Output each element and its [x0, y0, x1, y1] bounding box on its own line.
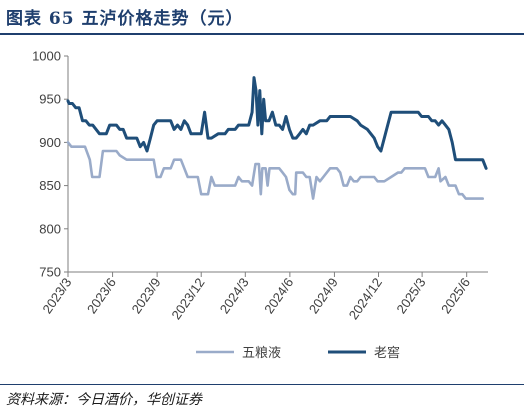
x-tick-label: 2024/12: [346, 275, 385, 322]
legend-label-1: 五粮液: [242, 346, 281, 361]
y-tick-label: 750: [39, 265, 61, 280]
series-line-2: [66, 76, 488, 170]
x-tick-label: 2023/3: [39, 275, 74, 316]
series-layer: [66, 76, 488, 200]
y-tick-label: 900: [39, 135, 61, 150]
x-tick-label: 2025/6: [438, 275, 473, 316]
y-tick-label: 850: [39, 178, 61, 193]
x-tick-label: 2025/3: [393, 275, 428, 316]
x-tick-label: 2024/9: [306, 275, 341, 316]
y-tick-label: 800: [39, 221, 61, 236]
series-line-1: [66, 141, 484, 200]
chart-title: 图表 65 五泸价格走势（元）: [6, 9, 244, 29]
source-rule: [0, 384, 524, 385]
legend: 五粮液 老窖: [196, 345, 400, 361]
x-tick-label: 2023/6: [84, 275, 119, 316]
x-axis: 2023/3 2023/6 2023/9 2023/12 2024/3 2024/6 202…: [39, 271, 488, 322]
x-tick-label: 2023/9: [128, 275, 163, 316]
x-tick-label: 2024/3: [217, 275, 252, 316]
title-rule: [0, 33, 524, 35]
y-axis: 750 800 850 900 950 1000: [32, 49, 69, 280]
x-tick-label: 2024/6: [261, 275, 296, 316]
y-tick-label: 1000: [32, 49, 61, 64]
legend-label-2: 老窖: [374, 345, 400, 361]
y-tick-label: 950: [39, 92, 61, 107]
source-note: 资料来源：今日酒价，华创证券: [6, 392, 202, 408]
x-tick-label: 2023/12: [168, 275, 207, 322]
